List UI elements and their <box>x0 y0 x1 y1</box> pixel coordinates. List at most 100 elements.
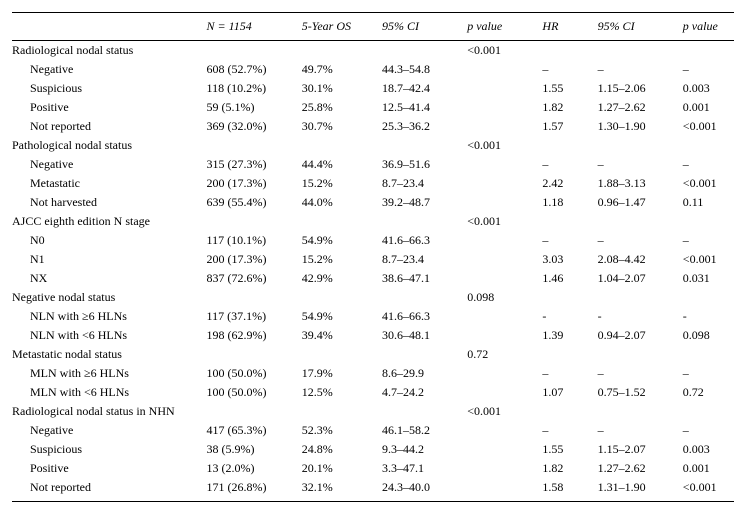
cell <box>463 79 538 98</box>
cell <box>594 41 679 61</box>
cell <box>203 41 298 61</box>
row-label: N1 <box>12 250 203 269</box>
cell: <0.001 <box>679 478 734 502</box>
cell: 0.11 <box>679 193 734 212</box>
cell: 1.18 <box>538 193 593 212</box>
cell <box>538 136 593 155</box>
cell: 1.58 <box>538 478 593 502</box>
row-label: MLN with <6 HLNs <box>12 383 203 402</box>
cell: 8.7–23.4 <box>378 174 463 193</box>
cell <box>594 136 679 155</box>
cell <box>298 288 378 307</box>
cell: <0.001 <box>679 117 734 136</box>
cell: 369 (32.0%) <box>203 117 298 136</box>
cell <box>298 402 378 421</box>
cell <box>378 288 463 307</box>
cell: 837 (72.6%) <box>203 269 298 288</box>
cell: 417 (65.3%) <box>203 421 298 440</box>
cell: 15.2% <box>298 174 378 193</box>
cell: 117 (10.1%) <box>203 231 298 250</box>
cell: 30.7% <box>298 117 378 136</box>
col-5yos: 5-Year OS <box>298 13 378 41</box>
cell: – <box>679 60 734 79</box>
section-row: Radiological nodal status<0.001 <box>12 41 734 61</box>
col-hr: HR <box>538 13 593 41</box>
cell: 0.003 <box>679 79 734 98</box>
cell: 52.3% <box>298 421 378 440</box>
table-row: Not harvested639 (55.4%)44.0%39.2–48.71.… <box>12 193 734 212</box>
cell: 38 (5.9%) <box>203 440 298 459</box>
cell <box>463 193 538 212</box>
cell: 46.1–58.2 <box>378 421 463 440</box>
row-label: Radiological nodal status in NHN <box>12 402 203 421</box>
cell <box>463 231 538 250</box>
cell: 32.1% <box>298 478 378 502</box>
cell: 1.57 <box>538 117 593 136</box>
cell: – <box>538 155 593 174</box>
cell: 25.3–36.2 <box>378 117 463 136</box>
table-row: Positive13 (2.0%)20.1%3.3–47.11.821.27–2… <box>12 459 734 478</box>
cell: 3.3–47.1 <box>378 459 463 478</box>
row-label: Pathological nodal status <box>12 136 203 155</box>
table-row: MLN with ≥6 HLNs100 (50.0%)17.9%8.6–29.9… <box>12 364 734 383</box>
cell: 1.39 <box>538 326 593 345</box>
cell: 24.8% <box>298 440 378 459</box>
cell: 20.1% <box>298 459 378 478</box>
col-ci2: 95% CI <box>594 13 679 41</box>
cell <box>463 364 538 383</box>
table-row: NLN with <6 HLNs198 (62.9%)39.4%30.6–48.… <box>12 326 734 345</box>
cell: 38.6–47.1 <box>378 269 463 288</box>
cell: – <box>594 364 679 383</box>
cell <box>538 41 593 61</box>
section-row: Negative nodal status0.098 <box>12 288 734 307</box>
cell: 100 (50.0%) <box>203 383 298 402</box>
row-label: NLN with ≥6 HLNs <box>12 307 203 326</box>
cell: 59 (5.1%) <box>203 98 298 117</box>
cell: 8.6–29.9 <box>378 364 463 383</box>
row-label: Negative <box>12 155 203 174</box>
cell: 30.1% <box>298 79 378 98</box>
cell: 1.88–3.13 <box>594 174 679 193</box>
cell <box>679 345 734 364</box>
col-p1: p value <box>463 13 538 41</box>
cell <box>203 402 298 421</box>
row-label: NX <box>12 269 203 288</box>
cell: <0.001 <box>679 174 734 193</box>
cell: 17.9% <box>298 364 378 383</box>
cell: 36.9–51.6 <box>378 155 463 174</box>
cell: 1.55 <box>538 440 593 459</box>
cell: 1.27–2.62 <box>594 459 679 478</box>
cell: 315 (27.3%) <box>203 155 298 174</box>
table-row: N1200 (17.3%)15.2%8.7–23.43.032.08–4.42<… <box>12 250 734 269</box>
section-row: AJCC eighth edition N stage<0.001 <box>12 212 734 231</box>
row-label: N0 <box>12 231 203 250</box>
cell <box>298 212 378 231</box>
table-row: NLN with ≥6 HLNs117 (37.1%)54.9%41.6–66.… <box>12 307 734 326</box>
table-row: Suspicious38 (5.9%)24.8%9.3–44.21.551.15… <box>12 440 734 459</box>
cell: 1.82 <box>538 459 593 478</box>
row-label: Suspicious <box>12 440 203 459</box>
cell: 13 (2.0%) <box>203 459 298 478</box>
cell <box>463 459 538 478</box>
cell: 1.31–1.90 <box>594 478 679 502</box>
row-label: NLN with <6 HLNs <box>12 326 203 345</box>
cell <box>463 60 538 79</box>
cell <box>378 402 463 421</box>
row-label: AJCC eighth edition N stage <box>12 212 203 231</box>
cell: 1.82 <box>538 98 593 117</box>
cell: 0.098 <box>463 288 538 307</box>
cell <box>594 212 679 231</box>
cell <box>463 383 538 402</box>
cell <box>594 345 679 364</box>
cell: 117 (37.1%) <box>203 307 298 326</box>
cell: 1.15–2.07 <box>594 440 679 459</box>
cell <box>463 174 538 193</box>
cell: 1.07 <box>538 383 593 402</box>
cell: 0.031 <box>679 269 734 288</box>
cell: 12.5–41.4 <box>378 98 463 117</box>
cell: 200 (17.3%) <box>203 250 298 269</box>
cell: – <box>679 364 734 383</box>
cell: <0.001 <box>463 41 538 61</box>
row-label: Not harvested <box>12 193 203 212</box>
cell: 198 (62.9%) <box>203 326 298 345</box>
